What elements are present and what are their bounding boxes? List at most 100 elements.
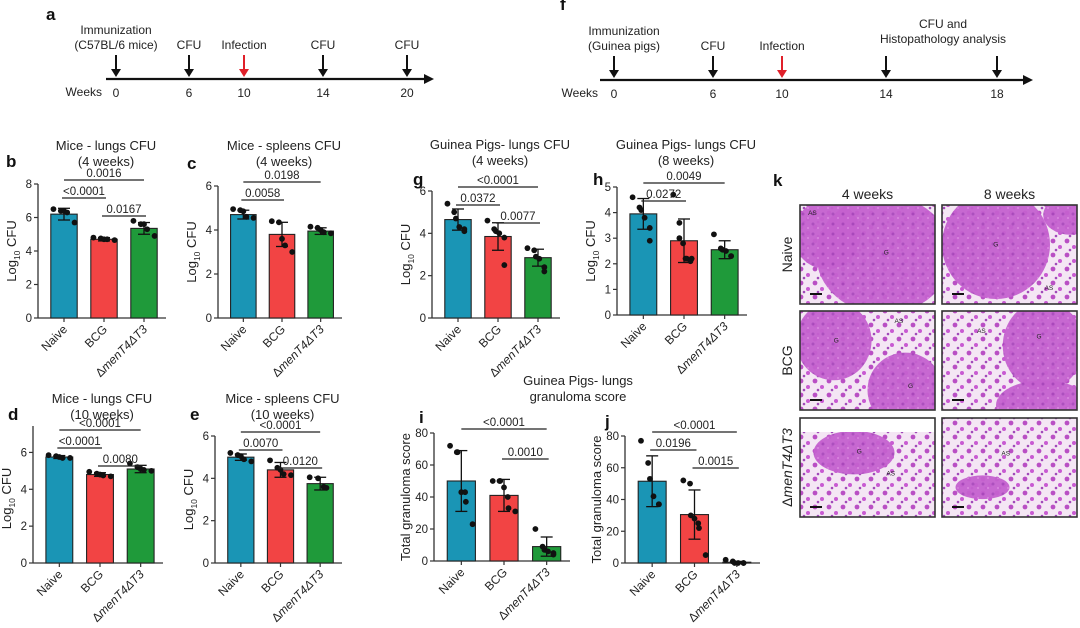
data-point (320, 229, 327, 236)
data-point (512, 508, 519, 515)
bar-bcg (266, 469, 295, 564)
chart-mice-lungs-10w: Mice - lungs CFU(10 weeks) 0 2 4 6 Log10 CFU N… (0, 391, 163, 625)
x-category-label: Naive (433, 322, 465, 354)
chart-title: Mice - spleens CFU (227, 138, 341, 153)
timeline-span-label: Histopathology analysis (880, 32, 1006, 46)
panel-label-k: k (773, 171, 783, 190)
p-value-label: 0.0198 (264, 170, 299, 182)
data-point (50, 206, 57, 213)
data-point (545, 548, 551, 555)
data-point (86, 468, 93, 475)
bar-naive (444, 219, 472, 319)
p-value-label: 0.0016 (86, 168, 121, 180)
x-category-label: BCG (258, 567, 286, 595)
y-tick-label: 20 (415, 524, 428, 536)
chart-title: Mice - lungs CFU (52, 391, 152, 406)
data-point (489, 478, 496, 484)
p-value-label: 0.0167 (106, 204, 141, 216)
image-border (799, 417, 936, 518)
down-arrow-icon (609, 70, 619, 78)
panel-label-e: e (190, 405, 199, 424)
granuloma-regions (996, 311, 1077, 410)
x-category-label: BCG (482, 565, 510, 593)
data-point (141, 221, 147, 228)
chart-title: (4 weeks) (78, 154, 134, 169)
p-value-label: 0.0010 (508, 447, 543, 459)
timeline-axis-label: Weeks (562, 86, 598, 100)
data-point (670, 191, 677, 198)
data-point (469, 521, 476, 528)
y-axis-label: Total granuloma score (398, 433, 413, 561)
down-arrow-icon (708, 70, 718, 78)
data-point (306, 474, 313, 481)
histology-annotation: G (908, 383, 913, 390)
y-tick-label: 0 (613, 558, 619, 570)
y-tick-label: 60 (415, 460, 428, 472)
group-title-ij-line2: granuloma score (530, 389, 627, 404)
timeline-span-label: CFU and (919, 17, 967, 31)
y-tick-label: 80 (415, 428, 428, 440)
data-point (461, 228, 468, 235)
bar-bcg (90, 238, 118, 319)
timeline-arrowhead-icon (1023, 75, 1033, 85)
bar-naive (50, 213, 78, 319)
p-value-label: <0.0001 (79, 418, 121, 430)
data-point (282, 242, 288, 249)
panel-label-f: f (560, 0, 566, 14)
chart-title: (8 weeks) (658, 153, 714, 168)
data-point (524, 245, 531, 252)
data-point (702, 552, 709, 558)
data-point (267, 457, 273, 464)
data-point (711, 231, 717, 238)
data-point (243, 213, 250, 220)
chart-mice-spleens-4w: Mice - spleens CFU(4 weeks) 0 2 4 6 Log10 CFU… (184, 138, 342, 380)
y-tick-label: 0 (203, 558, 209, 570)
y-tick-label: 4 (21, 484, 28, 496)
chart-title: (10 weeks) (251, 407, 315, 422)
panel-label-h: h (593, 170, 603, 189)
p-value-label: 0.0196 (656, 438, 691, 450)
y-tick-label: 6 (21, 447, 27, 459)
bar-bcg (86, 473, 114, 564)
data-point (100, 472, 107, 479)
x-category-label: Naive (218, 322, 250, 354)
y-tick-label: 8 (26, 179, 32, 191)
data-point (230, 206, 237, 213)
bar-mutant (307, 230, 334, 319)
data-point (645, 460, 652, 466)
timeline-event-label: Infection (759, 39, 804, 53)
data-point (315, 475, 321, 482)
data-point (288, 472, 294, 479)
data-point (655, 501, 662, 508)
data-point (691, 515, 698, 522)
histology-row-label: Naive (779, 236, 795, 272)
timeline-week-label: 14 (316, 86, 330, 100)
down-arrow-icon (881, 70, 891, 78)
timeline-week-label: 10 (775, 87, 789, 101)
data-point (151, 233, 158, 239)
chart-title: Guinea Pigs- lungs CFU (430, 137, 570, 152)
histology-image: AS G (941, 310, 1078, 411)
bar-mutant (710, 249, 739, 316)
down-arrow-icon (318, 69, 328, 77)
data-point (104, 236, 111, 243)
panel-label-a: a (46, 5, 56, 24)
data-point (740, 560, 747, 566)
data-point (268, 218, 275, 225)
y-tick-label: 0 (605, 310, 611, 322)
data-point (289, 249, 296, 255)
x-category-label: Naive (39, 322, 71, 354)
data-point (307, 223, 314, 230)
x-category-label: Naive (215, 567, 247, 599)
p-value-label: <0.0001 (483, 417, 525, 429)
y-axis-label: Log10 CFU (398, 224, 416, 286)
histology-annotation: G (857, 449, 862, 456)
data-point (497, 478, 504, 484)
y-axis-label: Log10 CFU (4, 220, 22, 282)
y-tick-label: 4 (203, 473, 210, 485)
image-border (941, 204, 1078, 305)
data-point (532, 526, 539, 532)
data-point (148, 467, 155, 474)
data-point (90, 234, 97, 241)
